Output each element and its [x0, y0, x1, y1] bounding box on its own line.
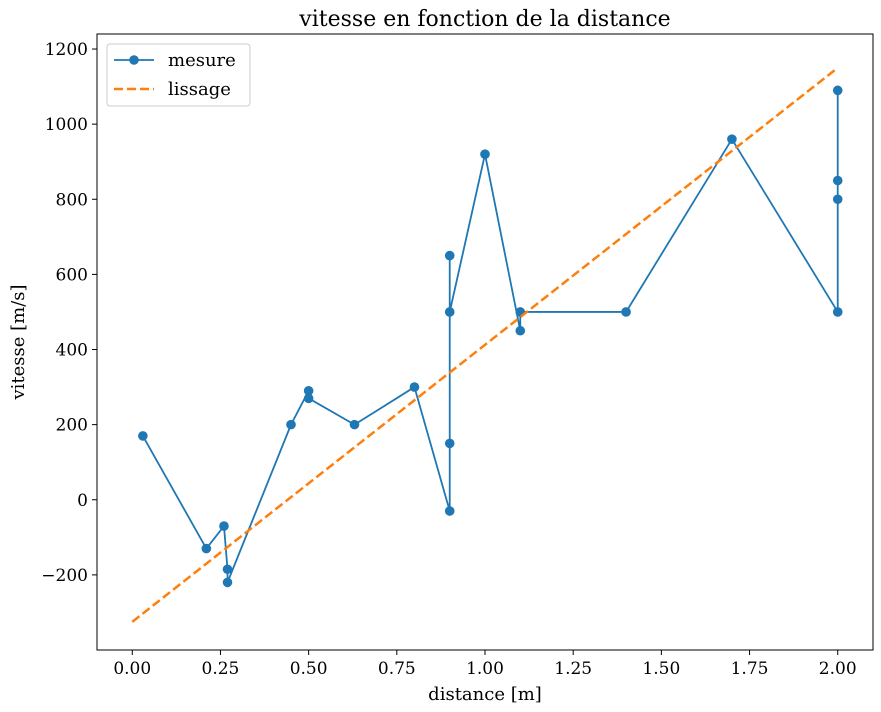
series-layer	[131, 66, 843, 623]
data-point-mesure	[222, 564, 233, 575]
data-point-mesure	[138, 431, 148, 441]
data-point-mesure	[219, 521, 229, 531]
y-tick-label: 1200	[45, 40, 88, 60]
y-tick-label: 1000	[45, 115, 88, 135]
legend-items: mesure lissage	[114, 50, 236, 100]
x-tick-label: 0.25	[202, 659, 240, 679]
data-point-mesure	[621, 307, 631, 317]
legend-label-lissage: lissage	[168, 79, 231, 100]
y-tick-label: 0	[77, 491, 88, 511]
data-point-mesure	[444, 506, 455, 516]
data-point-mesure	[444, 438, 455, 449]
legend-label-mesure: mesure	[168, 50, 236, 71]
data-point-mesure	[303, 386, 314, 396]
legend: mesure lissage	[106, 43, 251, 107]
series-line-lissage	[131, 66, 839, 623]
data-point-mesure	[444, 307, 455, 317]
data-point-mesure	[515, 325, 526, 336]
y-tick-label: 600	[56, 265, 88, 285]
data-point-mesure	[832, 175, 843, 186]
y-axis-label: vitesse [m/s]	[8, 284, 29, 400]
y-tick-label: 400	[56, 341, 88, 361]
y-tick-label: −200	[41, 566, 88, 586]
y-tick-label: 800	[56, 190, 88, 210]
y-tick-label: 200	[56, 416, 88, 436]
data-point-mesure	[286, 419, 296, 430]
data-point-mesure	[444, 250, 455, 261]
x-tick-label: 1.50	[642, 659, 680, 679]
x-tick-label: 1.75	[731, 659, 769, 679]
legend-marker-mesure	[129, 55, 139, 65]
data-point-mesure	[409, 382, 420, 392]
x-axis: 0.00 0.25 0.50 0.75 1.00 1.25 1.50 1.75 2.00	[113, 650, 857, 679]
x-tick-label: 0.50	[290, 659, 328, 679]
data-point-mesure	[349, 419, 360, 430]
data-point-mesure	[303, 393, 314, 404]
data-point-mesure	[832, 85, 843, 96]
plot-background	[97, 34, 873, 650]
data-point-mesure	[480, 149, 490, 159]
data-point-mesure	[222, 577, 233, 588]
x-axis-label: distance [m]	[428, 684, 542, 705]
y-axis: −200 0 200 400 600 800 1000 1200	[41, 40, 97, 586]
x-tick-label: 0.00	[113, 659, 151, 679]
data-point-mesure	[832, 194, 843, 205]
chart-title: vitesse en fonction de la distance	[298, 7, 670, 32]
x-tick-label: 1.00	[466, 659, 504, 679]
x-tick-label: 0.75	[378, 659, 416, 679]
x-tick-label: 1.25	[554, 659, 592, 679]
data-point-mesure	[727, 134, 737, 144]
x-tick-label: 2.00	[819, 659, 857, 679]
data-point-mesure	[201, 543, 212, 554]
data-point-mesure	[832, 307, 843, 317]
